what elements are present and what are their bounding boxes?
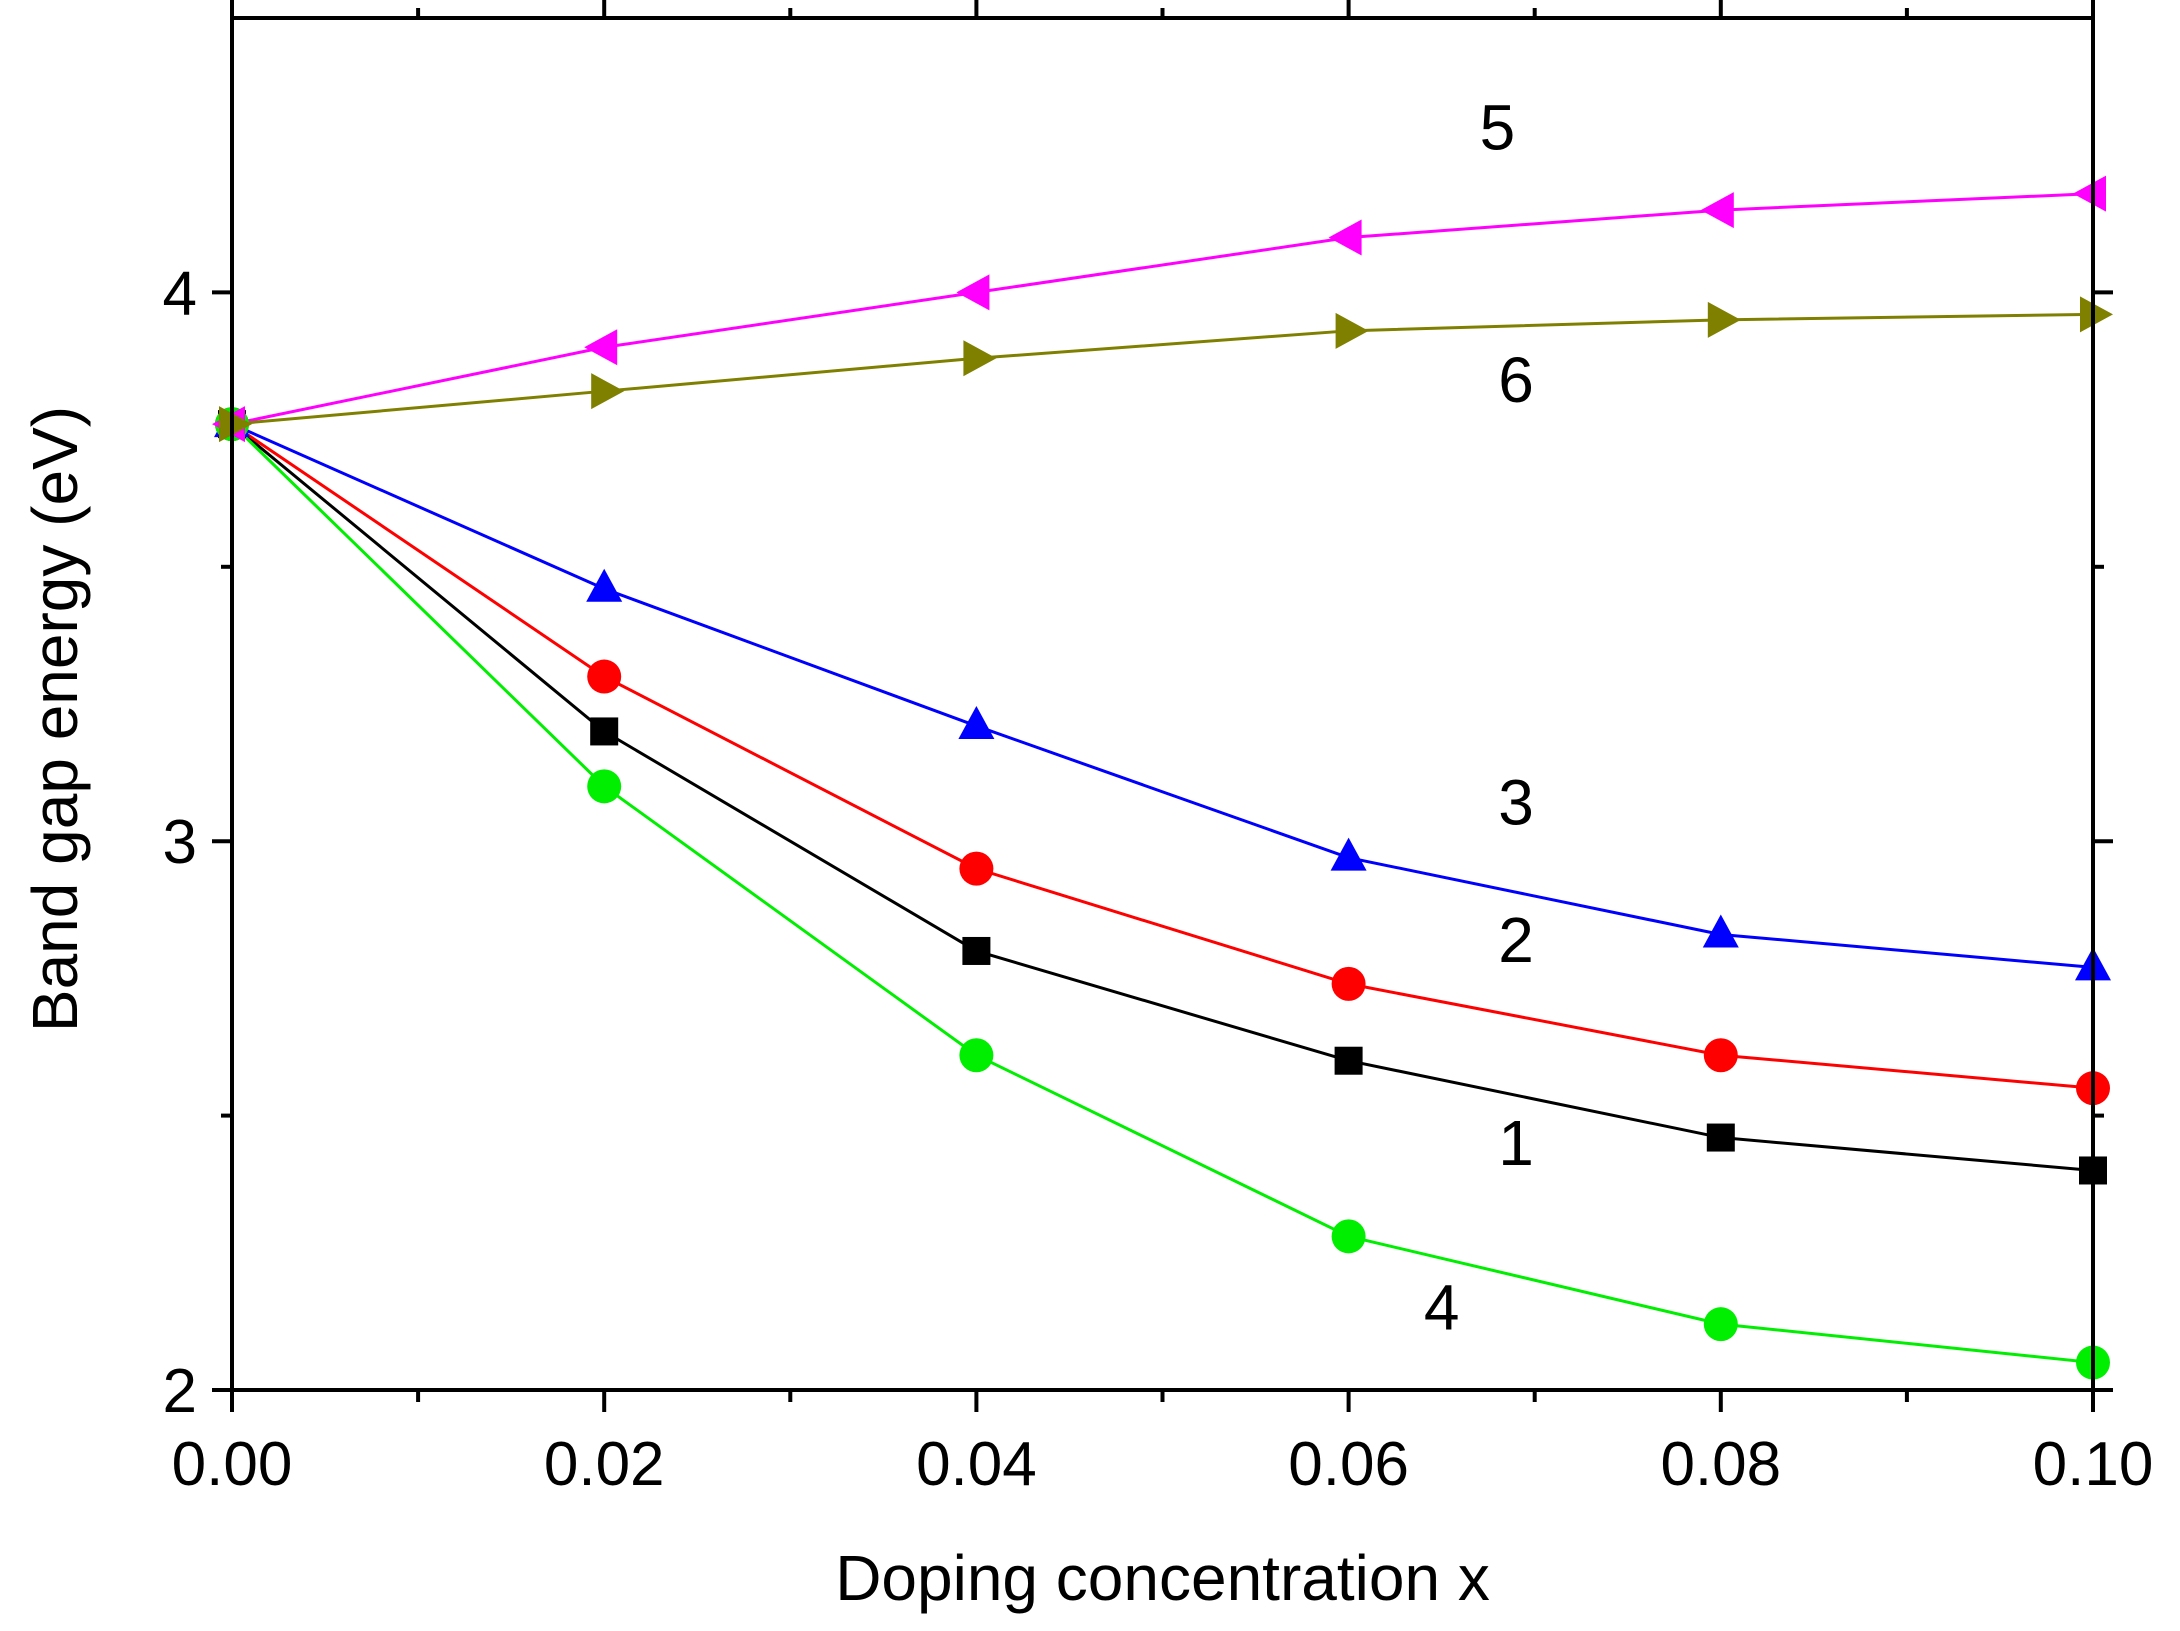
series-5-point [2073,175,2106,212]
series-3-point [1330,837,1367,871]
series-6-point [1335,312,1369,349]
series-6-point [963,340,997,377]
x-tick-label: 0.04 [916,1430,1037,1499]
series-1-point [962,936,991,965]
series-3-point [1702,914,1739,948]
series-3-line [231,422,2094,969]
x-tick-label: 0.06 [1288,1430,1409,1499]
x-tick-label: 0.10 [2033,1430,2154,1499]
series-6-label: 6 [1498,344,1534,416]
series-6-point [1707,301,1741,338]
series-5-point [1700,192,1734,229]
y-tick-label: 2 [163,1357,197,1426]
series-6-point [591,373,625,410]
series-4-point [587,769,622,804]
series-5-label: 5 [1480,92,1516,164]
series-4-line [230,423,2094,1365]
series-4-point [1331,1219,1366,1254]
series-2-point [959,851,994,886]
series-1-point [1334,1046,1363,1075]
series-1-point [1706,1123,1735,1152]
series-markers [212,175,2113,1380]
series-4-label: 4 [1424,1272,1460,1344]
series-5-point [584,329,618,366]
series-3-point [958,705,995,739]
series-lines [230,192,2094,1365]
series-1-point [590,717,619,746]
y-tick-label: 4 [163,259,197,328]
x-tick-label: 0.08 [1660,1430,1781,1499]
series-3-point [586,568,623,602]
series-2-point [1331,966,1366,1001]
series-5-point [956,274,990,311]
series-6-point [219,406,252,443]
plot-frame [230,16,2095,1392]
series-2-label: 2 [1498,904,1534,976]
series-2-point [587,659,622,694]
x-tick-label: 0.00 [172,1430,293,1499]
series-labels: 1 2 3 4 5 6 [1424,92,1534,1344]
series-1-label: 1 [1498,1107,1534,1179]
y-axis-title: Band gap energy (eV) [19,406,91,1032]
x-axis-title: Doping concentration x [835,1542,1490,1614]
series-6-point [2080,296,2113,333]
y-tick-label: 3 [163,808,197,877]
series-3-label: 3 [1498,767,1534,839]
series-4-point [959,1038,994,1073]
series-4-point [1703,1307,1738,1342]
series-2-line [231,422,2094,1090]
series-5-line [231,192,2094,426]
series-5-point [1328,219,1362,256]
series-2-point [1703,1038,1738,1073]
series-6-line [231,312,2094,426]
series-1-line [231,422,2094,1172]
x-tick-label: 0.02 [544,1430,665,1499]
axes: 0.00 0.02 0.04 0.06 0.08 0.10 2 3 4 [163,0,2154,1499]
